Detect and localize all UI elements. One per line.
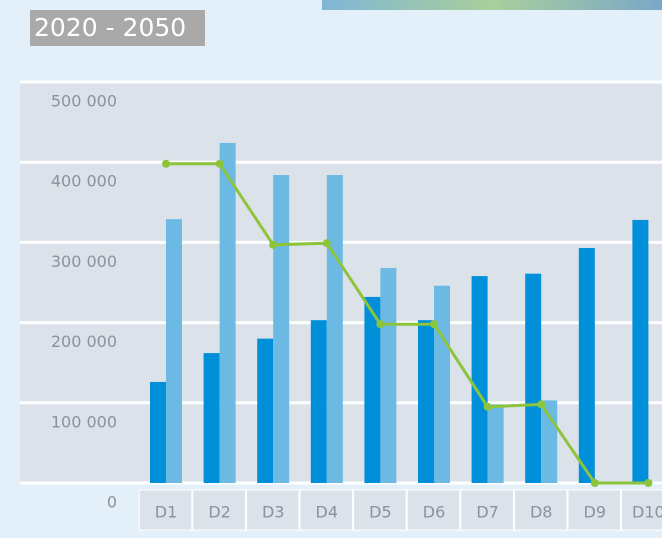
category-box bbox=[513, 489, 568, 531]
title-box bbox=[30, 10, 205, 46]
bar bbox=[326, 175, 343, 484]
bar bbox=[166, 219, 182, 483]
y-tick-label: 300 000 bbox=[51, 252, 117, 271]
y-tick-label: 400 000 bbox=[51, 172, 117, 191]
bar bbox=[150, 381, 166, 483]
x-tick-label: D8 bbox=[530, 503, 553, 522]
x-tick-label: D4 bbox=[316, 503, 339, 522]
y-tick-label: 500 000 bbox=[51, 92, 117, 111]
line-point bbox=[590, 479, 599, 487]
bar bbox=[380, 268, 397, 483]
bar bbox=[219, 142, 236, 483]
category-box bbox=[299, 489, 354, 531]
category-box bbox=[406, 489, 461, 531]
category-box bbox=[138, 489, 193, 531]
x-tick-label: D2 bbox=[208, 503, 231, 522]
line-point bbox=[430, 320, 438, 329]
y-tick-label: 200 000 bbox=[51, 332, 117, 351]
bar bbox=[487, 404, 504, 483]
bar bbox=[364, 296, 381, 483]
bar bbox=[541, 400, 558, 483]
line bbox=[166, 162, 649, 485]
y-tick-label: 100 000 bbox=[51, 412, 117, 431]
bar bbox=[525, 273, 542, 483]
bar bbox=[418, 320, 434, 483]
bar bbox=[310, 320, 327, 483]
line-point bbox=[215, 159, 224, 168]
line-point bbox=[162, 159, 170, 168]
line-point bbox=[537, 400, 546, 409]
category-box bbox=[621, 489, 662, 531]
line-point bbox=[269, 240, 278, 249]
category-box bbox=[245, 489, 300, 531]
chart-title: 2020 - 2050 bbox=[34, 13, 186, 42]
bar bbox=[632, 219, 649, 483]
y-tick-label: 0 bbox=[107, 493, 117, 512]
header-photo bbox=[322, 0, 662, 10]
bar bbox=[471, 276, 488, 483]
category-box bbox=[460, 489, 514, 531]
bar bbox=[273, 175, 290, 484]
x-tick-label: D10 bbox=[632, 503, 662, 522]
x-tick-label: D7 bbox=[476, 503, 499, 522]
x-tick-label: D3 bbox=[262, 503, 285, 522]
x-tick-label: D1 bbox=[155, 503, 178, 522]
category-box bbox=[192, 489, 246, 531]
category-box bbox=[353, 489, 407, 531]
category-box bbox=[567, 489, 622, 531]
x-tick-label: D5 bbox=[369, 503, 392, 522]
line-point bbox=[376, 320, 385, 329]
bar bbox=[578, 248, 595, 483]
x-tick-label: D9 bbox=[584, 503, 607, 522]
bar bbox=[434, 285, 450, 483]
x-tick-label: D6 bbox=[423, 503, 446, 522]
bar bbox=[257, 338, 274, 483]
line-point bbox=[644, 479, 653, 487]
bar bbox=[203, 353, 220, 483]
line-point bbox=[483, 402, 492, 411]
line-point bbox=[322, 239, 331, 248]
